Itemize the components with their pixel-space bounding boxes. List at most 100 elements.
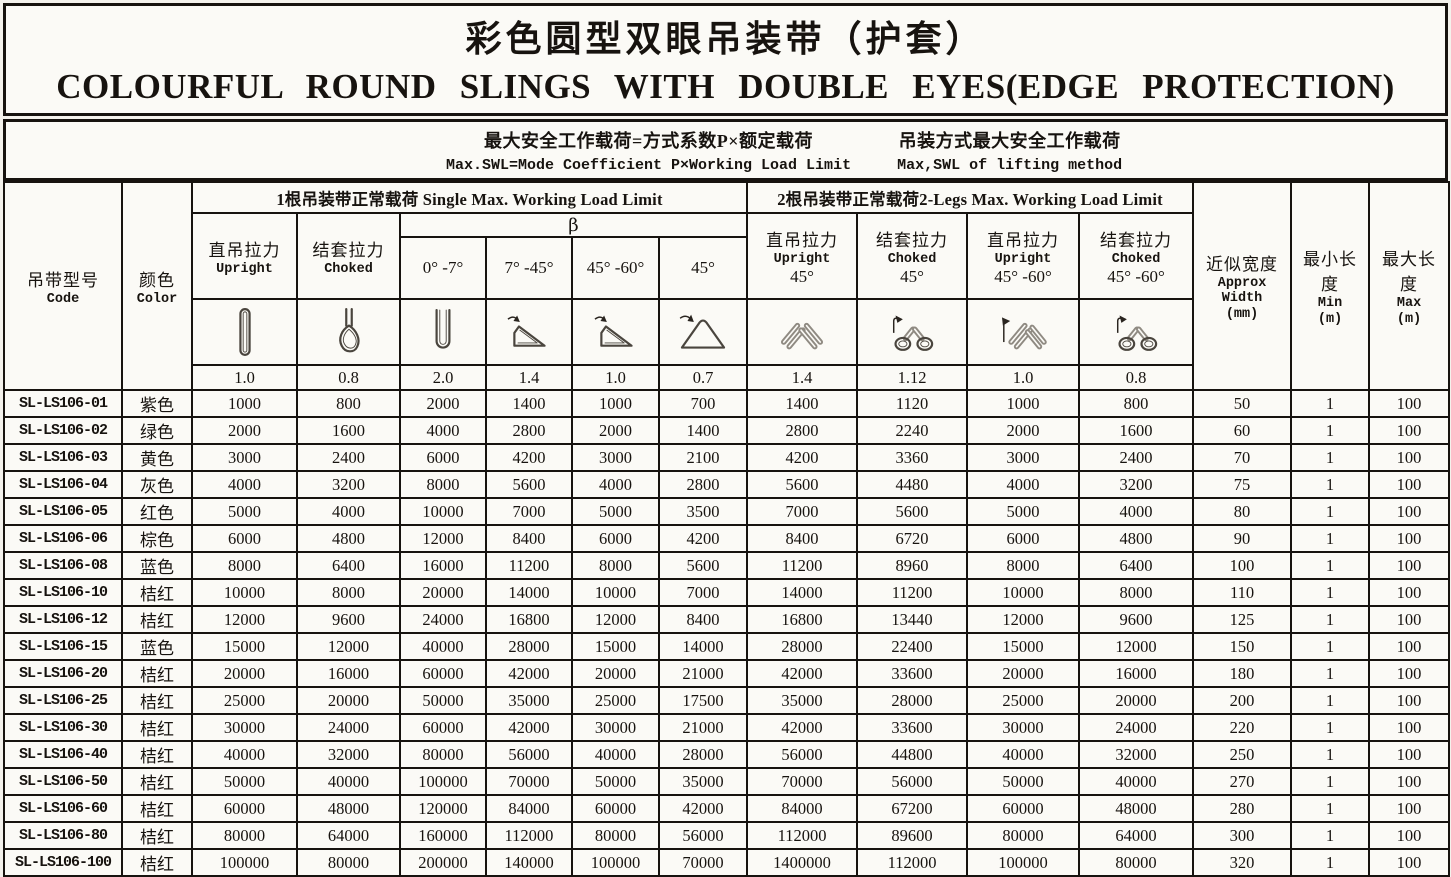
table-row: SL-LS106-80 桔红 80000 64000 160000 112000 80000… xyxy=(3,821,1451,850)
cell-max-length: 100 xyxy=(1368,578,1451,607)
cell-approx-width: 125 xyxy=(1192,605,1293,634)
cell-legs-upright-45-60: 3000 xyxy=(966,443,1081,472)
cell-code: SL-LS106-10 xyxy=(3,578,123,607)
cell-legs-upright-45-60: 60000 xyxy=(966,794,1081,823)
cell-beta-45-60: 3000 xyxy=(571,443,660,472)
cell-legs-upright-45: 2800 xyxy=(746,416,859,445)
col-header-single-upright: 直吊拉力 Upright xyxy=(191,212,298,300)
cell-legs-choked-45: 6720 xyxy=(856,524,969,553)
cell-beta-45-60: 25000 xyxy=(571,686,660,715)
choked-sling-icon xyxy=(338,308,360,353)
cell-beta-45: 21000 xyxy=(657,713,749,742)
cell-beta-0-7: 50000 xyxy=(399,686,487,715)
cell-beta-0-7: 60000 xyxy=(399,713,487,742)
cell-code: SL-LS106-06 xyxy=(3,524,123,553)
cell-beta-45-60: 8000 xyxy=(571,551,660,580)
cell-beta-0-7: 12000 xyxy=(399,524,487,553)
two-legs-choked-45-icon xyxy=(892,315,934,351)
max-header-en: Max xyxy=(1396,296,1422,311)
cell-single-upright: 30000 xyxy=(191,713,298,742)
cell-single-upright: 15000 xyxy=(191,632,298,661)
table-row: SL-LS106-10 桔红 10000 8000 20000 14000 10000 700… xyxy=(3,578,1451,607)
cell-beta-0-7: 80000 xyxy=(399,740,487,769)
cell-single-choked: 6400 xyxy=(296,551,401,580)
cell-beta-45: 700 xyxy=(657,389,749,418)
cell-color: 灰色 xyxy=(121,470,193,499)
cell-approx-width: 100 xyxy=(1192,551,1293,580)
coefficient-value: 0.8 xyxy=(1078,364,1195,391)
col-header-single-choked: 结套拉力 Choked xyxy=(296,212,401,300)
cell-beta-0-7: 6000 xyxy=(399,443,487,472)
col-header-legs-choked-45: 结套拉力 Choked 45° xyxy=(856,212,969,300)
cell-single-choked: 20000 xyxy=(296,686,401,715)
cell-beta-7-45: 8400 xyxy=(485,524,573,553)
cell-legs-upright-45-60: 2000 xyxy=(966,416,1081,445)
cell-beta-7-45: 16800 xyxy=(485,605,573,634)
cell-max-length: 100 xyxy=(1368,686,1451,715)
formula-mode-en: Max.SWL=Mode Coefficient P×Working Load … xyxy=(446,156,852,174)
group-header-single: 1根吊装带正常载荷 Single Max. Working Load Limit xyxy=(190,181,749,214)
spec-table-container: 吊带型号 Code 颜色 Color 1根吊装带正常载荷 Single Max.… xyxy=(3,181,1451,877)
cell-code: SL-LS106-60 xyxy=(3,794,123,823)
cell-approx-width: 180 xyxy=(1192,659,1293,688)
spec-table: 吊带型号 Code 颜色 Color 1根吊装带正常载荷 Single Max.… xyxy=(3,181,1451,877)
basket-7-45-icon xyxy=(507,315,546,347)
cell-legs-upright-45-60: 10000 xyxy=(966,578,1081,607)
cell-color: 桔红 xyxy=(121,659,193,688)
code-header-zh: 吊带型号 xyxy=(27,270,99,290)
cell-beta-45: 56000 xyxy=(657,821,749,850)
cell-beta-45: 8400 xyxy=(657,605,749,634)
cell-beta-45-60: 10000 xyxy=(571,578,660,607)
cell-legs-choked-45: 2240 xyxy=(856,416,969,445)
cell-beta-7-45: 4200 xyxy=(485,443,573,472)
cell-color: 绿色 xyxy=(121,416,193,445)
cell-beta-7-45: 5600 xyxy=(485,470,573,499)
cell-approx-width: 200 xyxy=(1192,686,1293,715)
cell-legs-upright-45: 1400 xyxy=(746,389,859,418)
cell-approx-width: 250 xyxy=(1192,740,1293,769)
cell-beta-45: 7000 xyxy=(657,578,749,607)
width-header-zh: 近似宽度 xyxy=(1206,255,1279,274)
col-header-legs-choked-45-60: 结套拉力 Choked 45° -60° xyxy=(1078,212,1195,300)
cell-beta-45: 14000 xyxy=(657,632,749,661)
cell-min-length: 1 xyxy=(1290,443,1371,472)
cell-max-length: 100 xyxy=(1368,632,1451,661)
cell-single-choked: 64000 xyxy=(296,821,401,850)
header-row-coefficients: 1.0 0.8 2.0 1.4 1.0 0.7 1.4 1.12 1.0 0.8 xyxy=(4,364,1449,391)
table-row: SL-LS106-01 紫色 1000 800 2000 1400 1000 700 1400 1… xyxy=(3,389,1451,418)
coefficient-value: 1.12 xyxy=(856,364,969,391)
cell-approx-width: 50 xyxy=(1192,389,1293,418)
page-title-en: COLOURFUL ROUND SLINGS WITH DOUBLE EYES(… xyxy=(56,67,1395,106)
coefficient-value: 1.4 xyxy=(485,364,573,391)
cell-legs-upright-45: 42000 xyxy=(746,659,859,688)
cell-max-length: 100 xyxy=(1368,605,1451,634)
cell-approx-width: 60 xyxy=(1192,416,1293,445)
angle-header-7-45: 7° -45° xyxy=(485,236,573,300)
cell-beta-45: 35000 xyxy=(657,767,749,796)
cell-beta-45: 17500 xyxy=(657,686,749,715)
cell-legs-upright-45: 35000 xyxy=(746,686,859,715)
cell-max-length: 100 xyxy=(1368,794,1451,823)
upright-sling-icon xyxy=(238,308,251,356)
cell-legs-choked-45-60: 3200 xyxy=(1078,470,1195,499)
cell-approx-width: 70 xyxy=(1192,443,1293,472)
cell-legs-choked-45-60: 16000 xyxy=(1078,659,1195,688)
cell-beta-45-60: 15000 xyxy=(571,632,660,661)
cell-min-length: 1 xyxy=(1290,416,1371,445)
cell-beta-7-45: 11200 xyxy=(485,551,573,580)
cell-legs-upright-45: 11200 xyxy=(746,551,859,580)
cell-beta-45-60: 80000 xyxy=(571,821,660,850)
min-header-en: Min xyxy=(1317,296,1343,311)
cell-approx-width: 110 xyxy=(1192,578,1293,607)
cell-min-length: 1 xyxy=(1290,821,1371,850)
group-header-two-legs: 2根吊装带正常载荷2-Legs Max. Working Load Limit xyxy=(746,181,1195,214)
width-header-unit: (mm) xyxy=(1225,307,1259,322)
cell-legs-choked-45: 33600 xyxy=(856,659,969,688)
coefficient-value: 1.0 xyxy=(966,364,1081,391)
cell-beta-7-45: 35000 xyxy=(485,686,573,715)
cell-single-upright: 25000 xyxy=(191,686,298,715)
basket-0-7-icon xyxy=(435,308,451,349)
cell-beta-7-45: 70000 xyxy=(485,767,573,796)
cell-single-upright: 40000 xyxy=(191,740,298,769)
cell-legs-upright-45-60: 50000 xyxy=(966,767,1081,796)
